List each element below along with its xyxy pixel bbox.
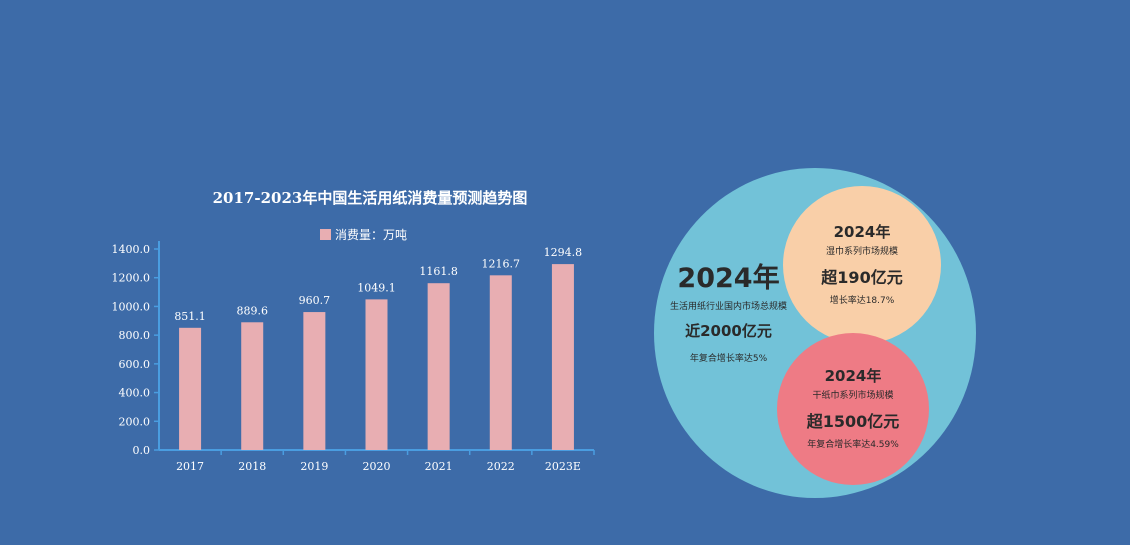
chart-legend: 消费量：万吨 — [320, 226, 407, 243]
x-tick-label: 2017 — [176, 460, 204, 473]
y-axis: 0.0 200.0 400.0 600.0 800.0 1000.0 1200.0 1400.… — [112, 241, 160, 457]
wet-wipes-value: 超190亿元 — [821, 268, 903, 287]
wet-wipes-rate: 增长率达18.7% — [829, 296, 895, 306]
bar — [365, 299, 388, 450]
x-tick-label: 2019 — [300, 460, 328, 473]
total-rate: 年复合增长率达5% — [689, 354, 768, 364]
bar — [179, 327, 202, 450]
x-tick-label: 2018 — [238, 460, 266, 473]
bars — [179, 264, 574, 450]
bar-value-label: 1161.8 — [419, 265, 458, 278]
y-tick-label: 800.0 — [119, 329, 151, 342]
wet-wipes-subtitle: 湿巾系列市场规模 — [825, 247, 898, 257]
dry-tissue-circle: 2024年 干纸巾系列市场规模 超1500亿元 年复合增长率达4.59% — [777, 333, 929, 485]
bar-value-label: 851.1 — [174, 310, 206, 323]
bar-value-label: 1049.1 — [357, 281, 396, 294]
total-year: 2024年 — [677, 263, 780, 294]
bar — [303, 312, 326, 450]
bar — [551, 264, 574, 450]
data-labels: 851.1 889.6 960.7 1049.1 1161.8 1216.7 1294.8 — [174, 246, 582, 323]
legend-swatch — [320, 229, 331, 240]
y-tick-label: 600.0 — [119, 358, 151, 371]
x-tick-label: 2023E — [545, 460, 581, 473]
dry-tissue-subtitle: 干纸巾系列市场规模 — [812, 391, 894, 401]
bar-value-label: 889.6 — [236, 304, 268, 317]
wet-wipes-circle: 2024年 湿巾系列市场规模 超190亿元 增长率达18.7% — [783, 186, 941, 344]
legend-label: 消费量：万吨 — [335, 228, 408, 242]
x-tick-label: 2022 — [487, 460, 515, 473]
dry-tissue-year: 2024年 — [824, 367, 882, 385]
market-total-block: 2024年 生活用纸行业国内市场总规模 近2000亿元 年复合增长率达5% — [661, 262, 796, 366]
y-tick-label: 1400.0 — [112, 243, 151, 256]
x-tick-label: 2021 — [425, 460, 453, 473]
bar — [427, 283, 450, 450]
dry-tissue-value: 超1500亿元 — [806, 412, 900, 431]
y-tick-label: 400.0 — [119, 387, 151, 400]
wet-wipes-year: 2024年 — [833, 223, 891, 241]
y-tick-label: 0.0 — [133, 444, 151, 457]
total-value: 近2000亿元 — [685, 322, 772, 340]
bar — [241, 322, 264, 450]
bar-chart: 0.0 200.0 400.0 600.0 800.0 1000.0 1200.0 1400.… — [112, 241, 595, 473]
x-axis: 2017 2018 2019 2020 2021 2022 2023E — [159, 449, 595, 473]
bar-value-label: 960.7 — [299, 294, 331, 307]
y-tick-label: 1200.0 — [112, 272, 151, 285]
y-tick-label: 200.0 — [119, 415, 151, 428]
dry-tissue-rate: 年复合增长率达4.59% — [807, 440, 899, 450]
bar-value-label: 1216.7 — [482, 257, 521, 270]
bar — [489, 275, 512, 450]
x-tick-label: 2020 — [363, 460, 391, 473]
bar-value-label: 1294.8 — [544, 246, 583, 259]
chart-title: 2017-2023年中国生活用纸消费量预测趋势图 — [212, 189, 528, 207]
total-subtitle: 生活用纸行业国内市场总规模 — [669, 302, 787, 312]
y-tick-label: 1000.0 — [112, 300, 151, 313]
